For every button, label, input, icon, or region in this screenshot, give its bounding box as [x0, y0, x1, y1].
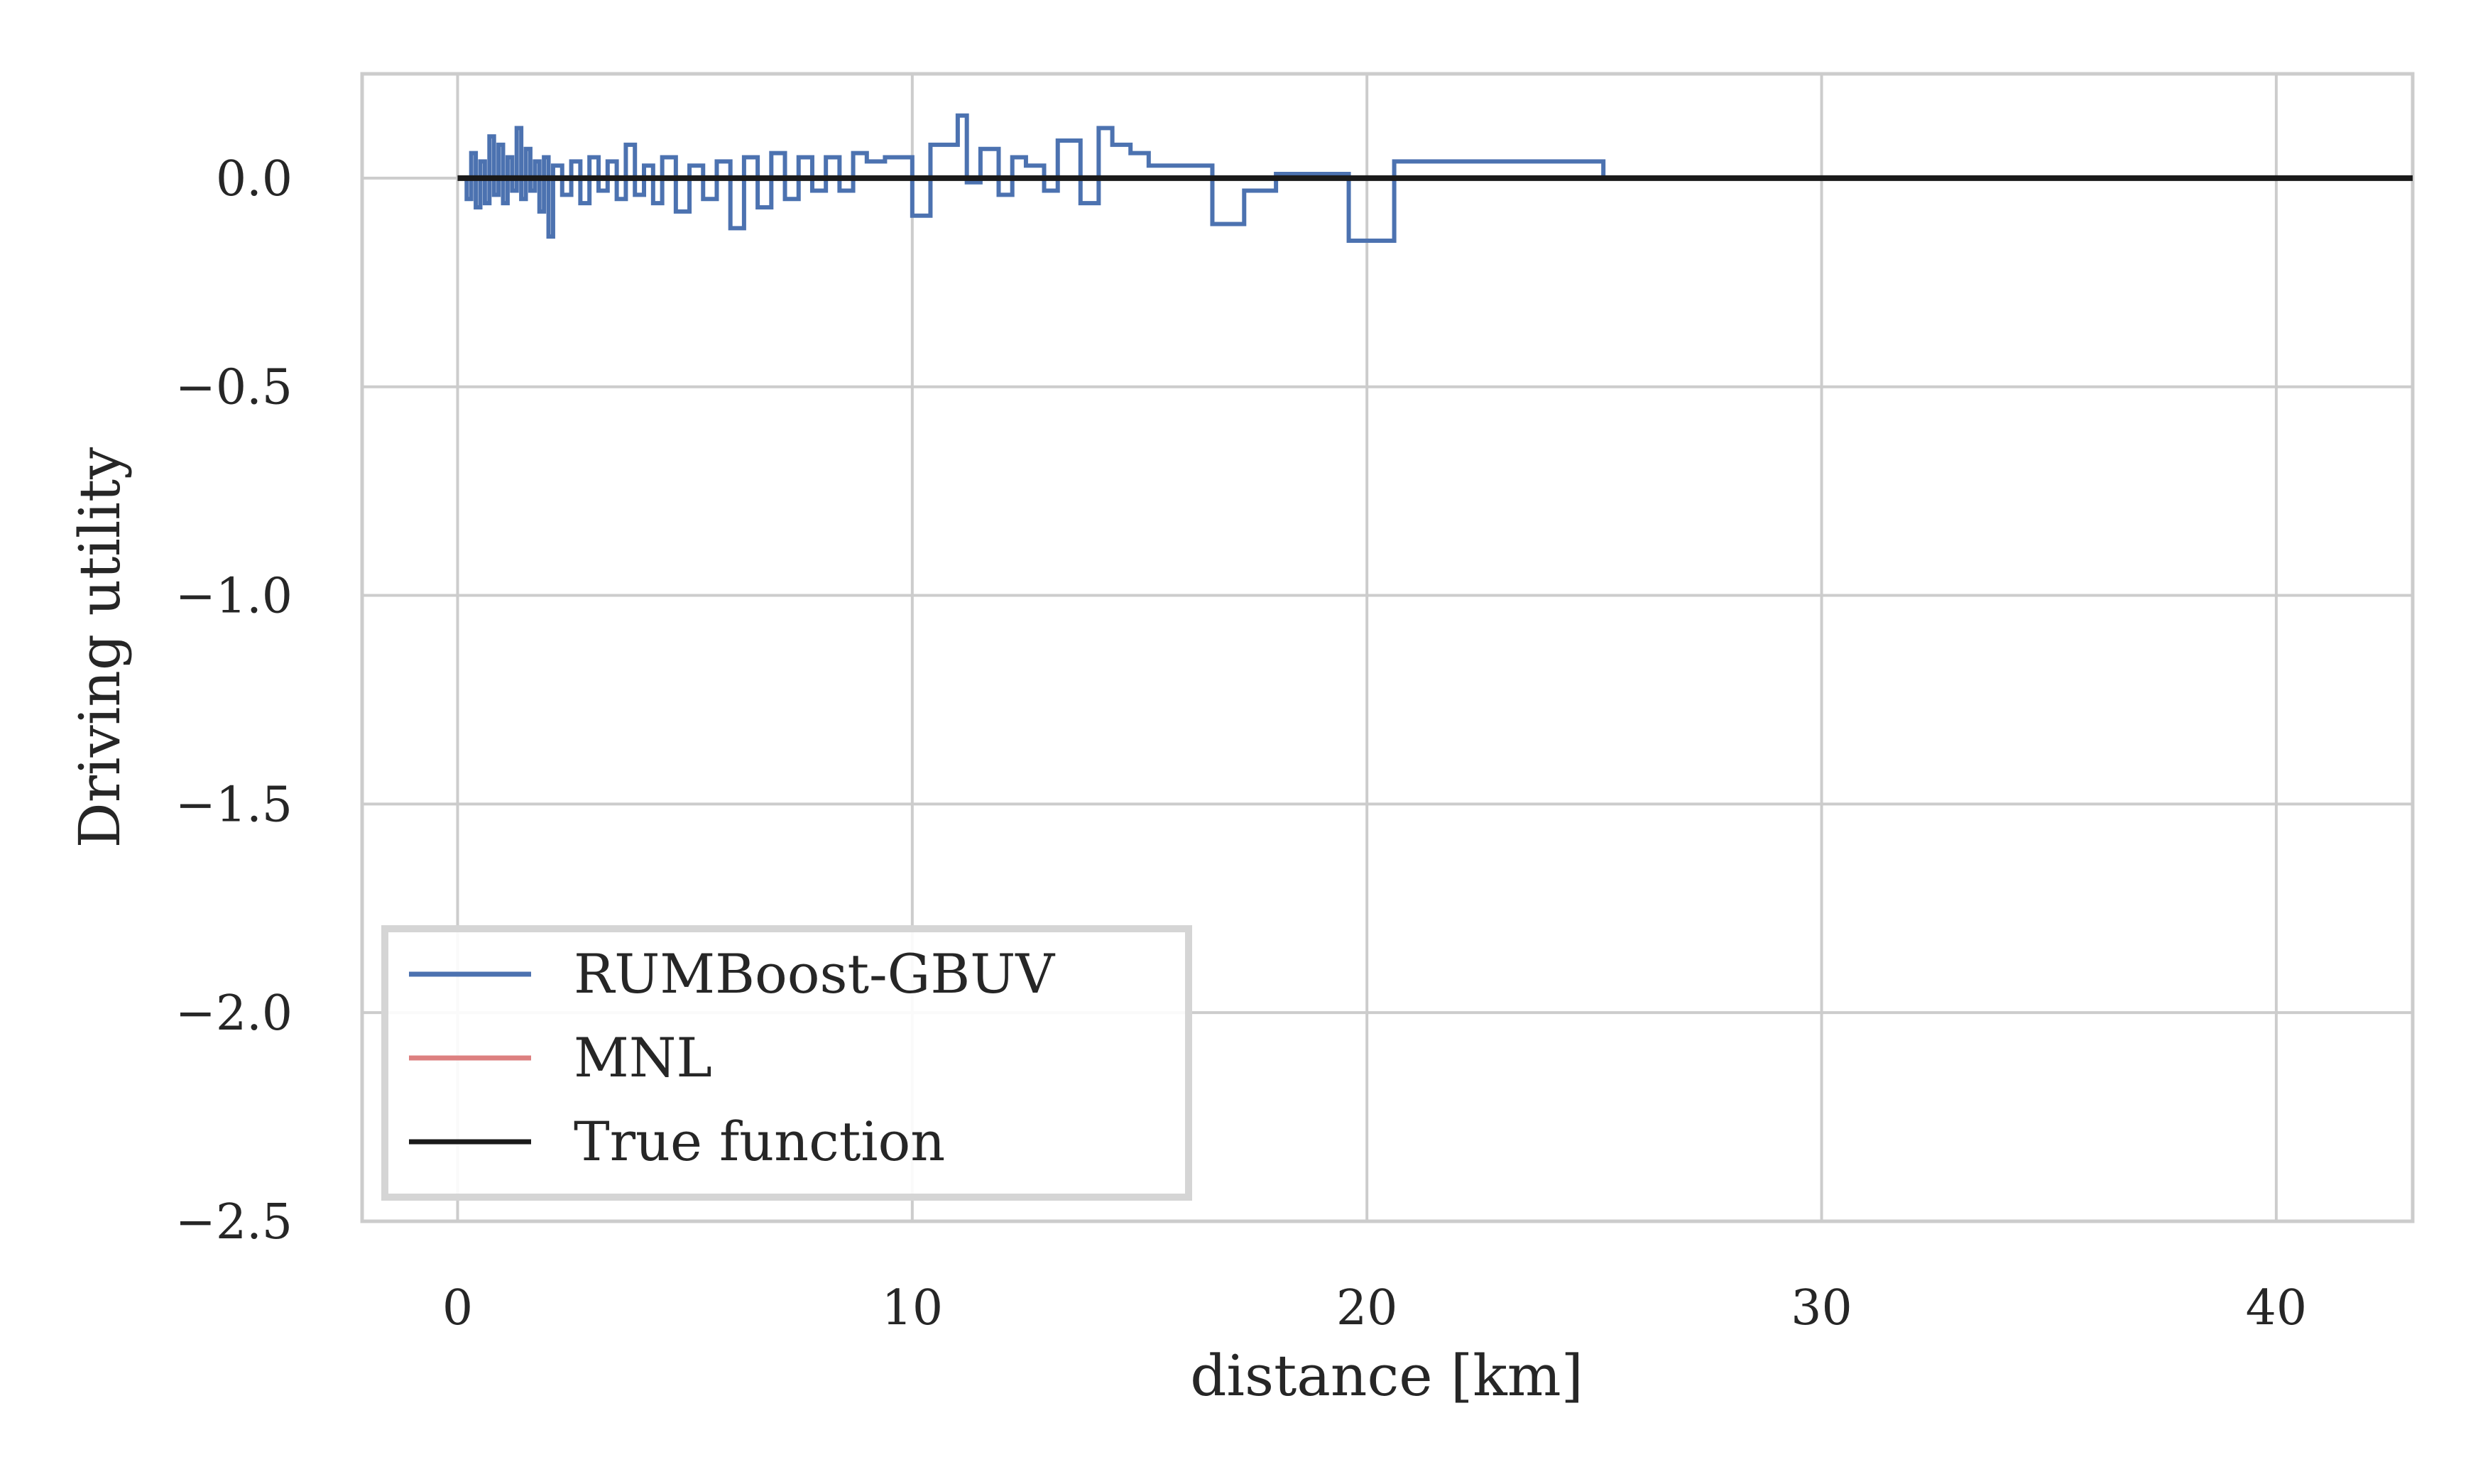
- x-tick-label: 40: [2246, 1280, 2308, 1336]
- x-tick-label: 20: [1336, 1280, 1398, 1336]
- legend-label-0: RUMBoost-GBUV: [574, 942, 1055, 1005]
- series-layer: [457, 113, 2413, 244]
- x-tick-label: 0: [442, 1280, 473, 1336]
- y-tick-label: −2.5: [175, 1194, 293, 1250]
- x-tick-label: 30: [1791, 1280, 1852, 1336]
- y-tick-label: −2.0: [175, 986, 293, 1042]
- series-line-0: [462, 113, 2413, 244]
- y-axis-label: Driving utility: [67, 447, 133, 849]
- x-tick-label: 10: [882, 1280, 944, 1336]
- plot-frame: [360, 72, 2415, 1223]
- legend-label-2: True function: [574, 1110, 945, 1173]
- y-tick-label: −1.5: [175, 777, 293, 833]
- tick-labels: 0 10 20 30 40 0.0 −0.5 −1.0 −1.5 −2.0 −2.5: [175, 151, 2307, 1336]
- x-axis-label: distance [km]: [1190, 1343, 1583, 1409]
- y-tick-label: −0.5: [175, 360, 293, 416]
- y-tick-label: 0.0: [216, 151, 293, 207]
- legend-label-1: MNL: [574, 1026, 712, 1089]
- legend: RUMBoost-GBUV MNL True function: [381, 925, 1192, 1201]
- y-tick-label: −1.0: [175, 569, 293, 625]
